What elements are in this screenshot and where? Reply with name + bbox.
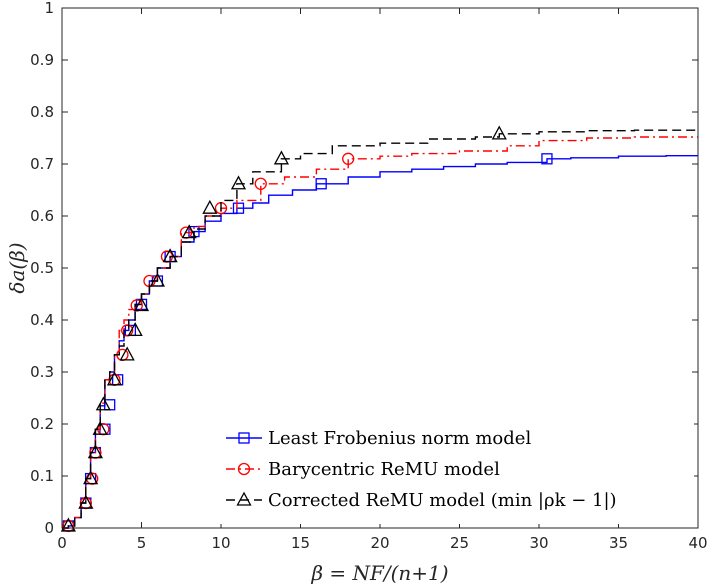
legend: Least Frobenius norm model Barycentric Re… [218,420,694,524]
y-tick-label: 0 [44,519,54,537]
series-marker [342,152,355,165]
series-marker [119,346,135,361]
series-marker [202,199,218,214]
legend-marker [238,432,250,444]
series-marker [127,322,143,337]
series-marker [92,420,108,435]
series-line [62,129,698,529]
x-tick-label: 15 [291,534,310,552]
x-tick-label: 0 [57,534,67,552]
x-tick-label: 20 [370,534,389,552]
series-marker [230,175,247,190]
series-marker [273,150,290,165]
legend-marker [236,491,252,506]
axes-layer: 0 5 10 15 20 25 30 35 40 0 0.1 0.2 0.3 0.4 0.5 0.6 0.7 0.… [30,0,707,552]
series-marker [181,224,197,239]
legend-label: Barycentric ReMU model [268,459,500,480]
legend-label: Least Frobenius norm model [268,428,531,449]
series-marker [95,396,111,411]
series-marker [87,444,103,459]
series-marker [106,371,123,386]
y-tick-label: 0.3 [30,363,54,381]
y-tick-label: 0.5 [30,259,54,277]
series-marker [232,202,245,214]
series-marker [83,470,99,485]
series-marker [121,324,134,337]
series-marker [162,248,178,263]
y-tick-label: 0.9 [30,51,54,69]
series-marker [315,178,327,190]
x-tick-label: 10 [211,534,230,552]
y-tick-label: 0.1 [30,467,54,485]
y-tick-label: 0.4 [30,311,54,329]
x-tick-label: 25 [450,534,469,552]
legend-label: Corrected ReMU model (min |ρk − 1|) [268,490,617,511]
x-tick-label: 30 [529,534,548,552]
series-marker [491,125,507,140]
legend-box [218,420,694,524]
y-axis-title: δa(β) [5,242,29,293]
x-tick-label: 40 [688,534,707,552]
x-tick-label: 35 [609,534,628,552]
series-marker [149,272,165,287]
legend-marker [237,462,251,476]
x-axis-title: β = NF/(n+1) [310,561,448,585]
y-tick-label: 0.8 [30,103,54,121]
y-tick-label: 0.7 [30,155,54,173]
y-tick-label: 0.6 [30,207,54,225]
series-marker [254,177,267,190]
series-2 [60,125,698,532]
series-marker [78,494,94,509]
series-layer [60,125,698,533]
y-tick-label: 0.2 [30,415,54,433]
series-marker [133,297,150,312]
y-tick-label: 1 [44,0,54,17]
series-marker [541,153,553,165]
series-marker [60,517,76,532]
x-tick-label: 5 [137,534,147,552]
